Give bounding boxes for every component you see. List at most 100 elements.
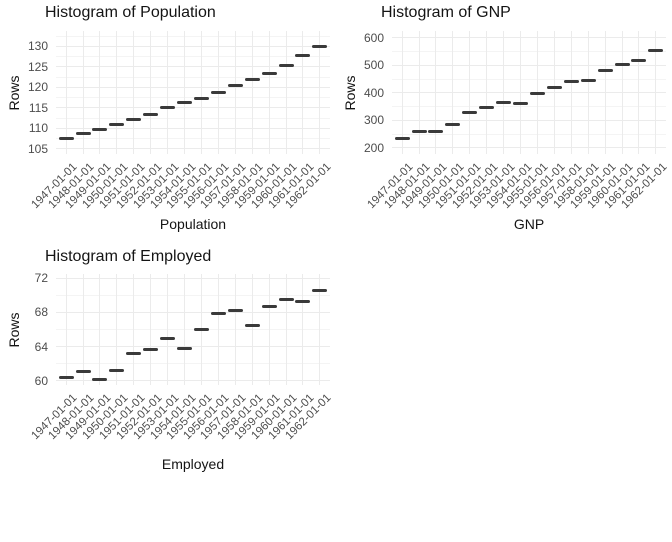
data-dash (58, 376, 74, 380)
gridline-major (56, 107, 330, 109)
data-dash (428, 130, 444, 134)
gridline-major (56, 380, 330, 382)
gridline-major (251, 31, 253, 154)
gridline-major (268, 274, 270, 385)
data-dash (546, 86, 562, 90)
gridline-major (82, 274, 84, 385)
gridline-major (56, 277, 330, 279)
gridline-major (319, 274, 321, 385)
y-tick-label: 300 (363, 113, 384, 128)
data-dash (563, 79, 579, 83)
y-tick-label: 68 (34, 305, 48, 320)
gridline-major (116, 31, 118, 154)
data-dash (143, 113, 159, 117)
gridline-minor (56, 76, 330, 78)
gridline-major (655, 31, 657, 154)
data-dash (193, 96, 209, 100)
gridline-major (435, 31, 437, 154)
gridline-major (56, 311, 330, 313)
gridline-major (184, 31, 186, 154)
y-tick-label: 60 (34, 373, 48, 388)
gridline-major (285, 274, 287, 385)
data-dash (126, 351, 142, 355)
gridline-major (638, 31, 640, 154)
gridline-minor (392, 133, 666, 135)
y-tick-label: 400 (363, 85, 384, 100)
data-dash (92, 377, 108, 381)
y-tick-label: 500 (363, 58, 384, 73)
gridline-major (302, 31, 304, 154)
gridline-major (553, 31, 555, 154)
data-dash (109, 123, 125, 127)
data-dash (580, 79, 596, 83)
data-dash (295, 53, 311, 57)
gridline-minor (56, 117, 330, 119)
data-dash (109, 369, 125, 373)
data-dash (126, 118, 142, 122)
y-tick-label: 130 (27, 39, 48, 54)
gridline-minor (56, 35, 330, 37)
gridline-major (392, 147, 666, 149)
gridline-major (234, 274, 236, 385)
gridline-major (401, 31, 403, 154)
y-tick-label: 120 (27, 80, 48, 95)
gridline-minor (56, 363, 330, 365)
gridline-major (82, 31, 84, 154)
gridline-major (56, 45, 330, 47)
data-dash (445, 123, 461, 127)
gridline-major (469, 31, 471, 154)
gridline-minor (392, 51, 666, 53)
gridline-major (251, 274, 253, 385)
gridline-minor (392, 106, 666, 108)
gridline-minor (56, 138, 330, 140)
data-dash (244, 77, 260, 81)
x-axis-title: Population (159, 216, 227, 232)
histogram-population-chart: Histogram of Population Rows Population … (0, 0, 336, 240)
gridline-major (392, 119, 666, 121)
y-tick-label: 110 (28, 121, 48, 136)
gridline-major (56, 148, 330, 150)
y-tick-label: 125 (27, 59, 48, 74)
gridline-major (133, 274, 135, 385)
plot-panel (56, 274, 330, 385)
data-dash (261, 72, 277, 76)
y-tick-label: 600 (363, 30, 384, 45)
gridline-minor (56, 294, 330, 296)
data-dash (160, 336, 176, 340)
data-dash (597, 68, 613, 72)
gridline-major (418, 31, 420, 154)
histogram-employed-chart: Histogram of Employed Rows Employed 60 64… (0, 240, 336, 480)
data-dash (411, 130, 427, 134)
gridline-major (302, 274, 304, 385)
data-dash (496, 100, 512, 104)
gridline-major (392, 37, 666, 39)
y-tick-label: 64 (34, 339, 48, 354)
data-dash (278, 63, 294, 67)
gridline-major (56, 86, 330, 88)
data-dash (177, 101, 193, 105)
chart-title-gnp: Histogram of GNP (381, 4, 511, 21)
gridline-major (268, 31, 270, 154)
gridline-major (392, 92, 666, 94)
data-dash (143, 348, 159, 352)
gridline-major (234, 31, 236, 154)
gridline-major (285, 31, 287, 154)
y-tick-label: 115 (28, 100, 48, 115)
gridline-major (486, 31, 488, 154)
data-dash (75, 369, 91, 373)
gridline-major (570, 31, 572, 154)
gridline-major (621, 31, 623, 154)
data-dash (295, 299, 311, 303)
data-dash (312, 289, 328, 293)
data-dash (513, 101, 529, 105)
data-dash (75, 132, 91, 136)
data-dash (261, 305, 277, 309)
data-dash (227, 309, 243, 313)
chart-title-population: Histogram of Population (45, 4, 216, 21)
data-dash (312, 44, 328, 48)
gridline-major (65, 274, 67, 385)
gridline-major (520, 31, 522, 154)
gridline-minor (56, 56, 330, 58)
data-dash (394, 137, 410, 140)
gridline-major (167, 274, 169, 385)
